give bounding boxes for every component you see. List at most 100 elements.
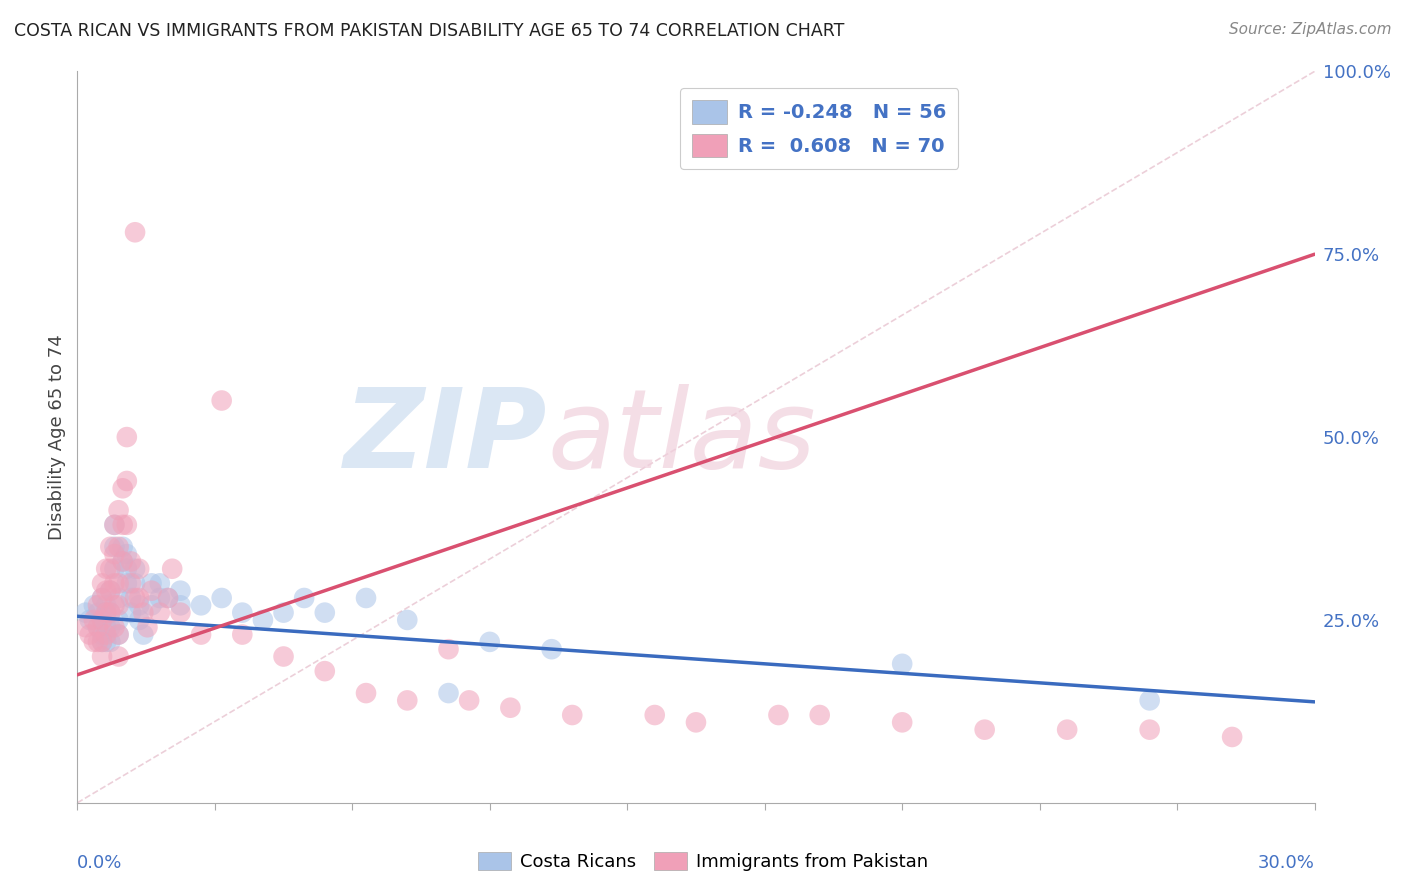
- Point: [107, 599, 129, 613]
- Point: [98, 540, 121, 554]
- Point: [115, 517, 138, 532]
- Text: 0.0%: 0.0%: [77, 854, 122, 872]
- Point: [128, 591, 150, 605]
- Point: [91, 591, 114, 605]
- Point: [103, 576, 125, 591]
- Point: [96, 583, 118, 598]
- Point: [124, 562, 146, 576]
- Point: [79, 627, 101, 641]
- Point: [115, 562, 138, 576]
- Point: [136, 620, 159, 634]
- Point: [540, 642, 562, 657]
- Point: [91, 635, 114, 649]
- Point: [132, 627, 155, 641]
- Point: [190, 627, 212, 641]
- Point: [273, 606, 295, 620]
- Point: [124, 576, 146, 591]
- Point: [111, 554, 134, 568]
- Point: [107, 576, 129, 591]
- Point: [124, 591, 146, 605]
- Point: [891, 715, 914, 730]
- Point: [111, 517, 134, 532]
- Point: [128, 599, 150, 613]
- Point: [91, 627, 114, 641]
- Point: [75, 606, 97, 620]
- Point: [98, 620, 121, 634]
- Legend: R = -0.248   N = 56, R =  0.608   N = 70: R = -0.248 N = 56, R = 0.608 N = 70: [681, 88, 959, 169]
- Point: [437, 642, 460, 657]
- Point: [107, 591, 129, 605]
- Point: [98, 562, 121, 576]
- Point: [141, 583, 163, 598]
- Point: [75, 620, 97, 634]
- Point: [141, 599, 163, 613]
- Point: [83, 635, 105, 649]
- Point: [149, 606, 172, 620]
- Point: [120, 606, 142, 620]
- Point: [157, 591, 180, 605]
- Point: [87, 606, 110, 620]
- Point: [120, 554, 142, 568]
- Point: [96, 620, 118, 634]
- Point: [273, 649, 295, 664]
- Y-axis label: Disability Age 65 to 74: Disability Age 65 to 74: [48, 334, 66, 540]
- Point: [107, 503, 129, 517]
- Text: COSTA RICAN VS IMMIGRANTS FROM PAKISTAN DISABILITY AGE 65 TO 74 CORRELATION CHAR: COSTA RICAN VS IMMIGRANTS FROM PAKISTAN …: [14, 22, 845, 40]
- Point: [644, 708, 666, 723]
- Point: [561, 708, 583, 723]
- Point: [115, 547, 138, 561]
- Point: [1220, 730, 1243, 744]
- Point: [107, 627, 129, 641]
- Point: [87, 620, 110, 634]
- Point: [808, 708, 831, 723]
- Point: [111, 554, 134, 568]
- Point: [891, 657, 914, 671]
- Text: ZIP: ZIP: [344, 384, 547, 491]
- Point: [91, 591, 114, 605]
- Point: [124, 225, 146, 239]
- Point: [314, 664, 336, 678]
- Point: [98, 583, 121, 598]
- Point: [91, 576, 114, 591]
- Point: [169, 583, 191, 598]
- Point: [973, 723, 995, 737]
- Point: [190, 599, 212, 613]
- Point: [120, 591, 142, 605]
- Point: [107, 540, 129, 554]
- Text: atlas: atlas: [547, 384, 815, 491]
- Point: [149, 591, 172, 605]
- Point: [354, 686, 377, 700]
- Point: [685, 715, 707, 730]
- Point: [120, 576, 142, 591]
- Point: [83, 613, 105, 627]
- Point: [103, 517, 125, 532]
- Point: [128, 613, 150, 627]
- Point: [91, 635, 114, 649]
- Point: [115, 430, 138, 444]
- Point: [87, 599, 110, 613]
- Point: [98, 583, 121, 598]
- Point: [107, 649, 129, 664]
- Point: [396, 613, 419, 627]
- Point: [107, 613, 129, 627]
- Point: [169, 599, 191, 613]
- Point: [103, 540, 125, 554]
- Point: [79, 613, 101, 627]
- Point: [98, 635, 121, 649]
- Point: [478, 635, 501, 649]
- Point: [437, 686, 460, 700]
- Point: [1139, 723, 1161, 737]
- Point: [115, 474, 138, 488]
- Point: [103, 547, 125, 561]
- Point: [115, 576, 138, 591]
- Point: [87, 635, 110, 649]
- Point: [231, 606, 253, 620]
- Point: [499, 700, 522, 714]
- Point: [103, 599, 125, 613]
- Text: 30.0%: 30.0%: [1258, 854, 1315, 872]
- Point: [107, 627, 129, 641]
- Point: [354, 591, 377, 605]
- Point: [91, 649, 114, 664]
- Text: Source: ZipAtlas.com: Source: ZipAtlas.com: [1229, 22, 1392, 37]
- Point: [103, 562, 125, 576]
